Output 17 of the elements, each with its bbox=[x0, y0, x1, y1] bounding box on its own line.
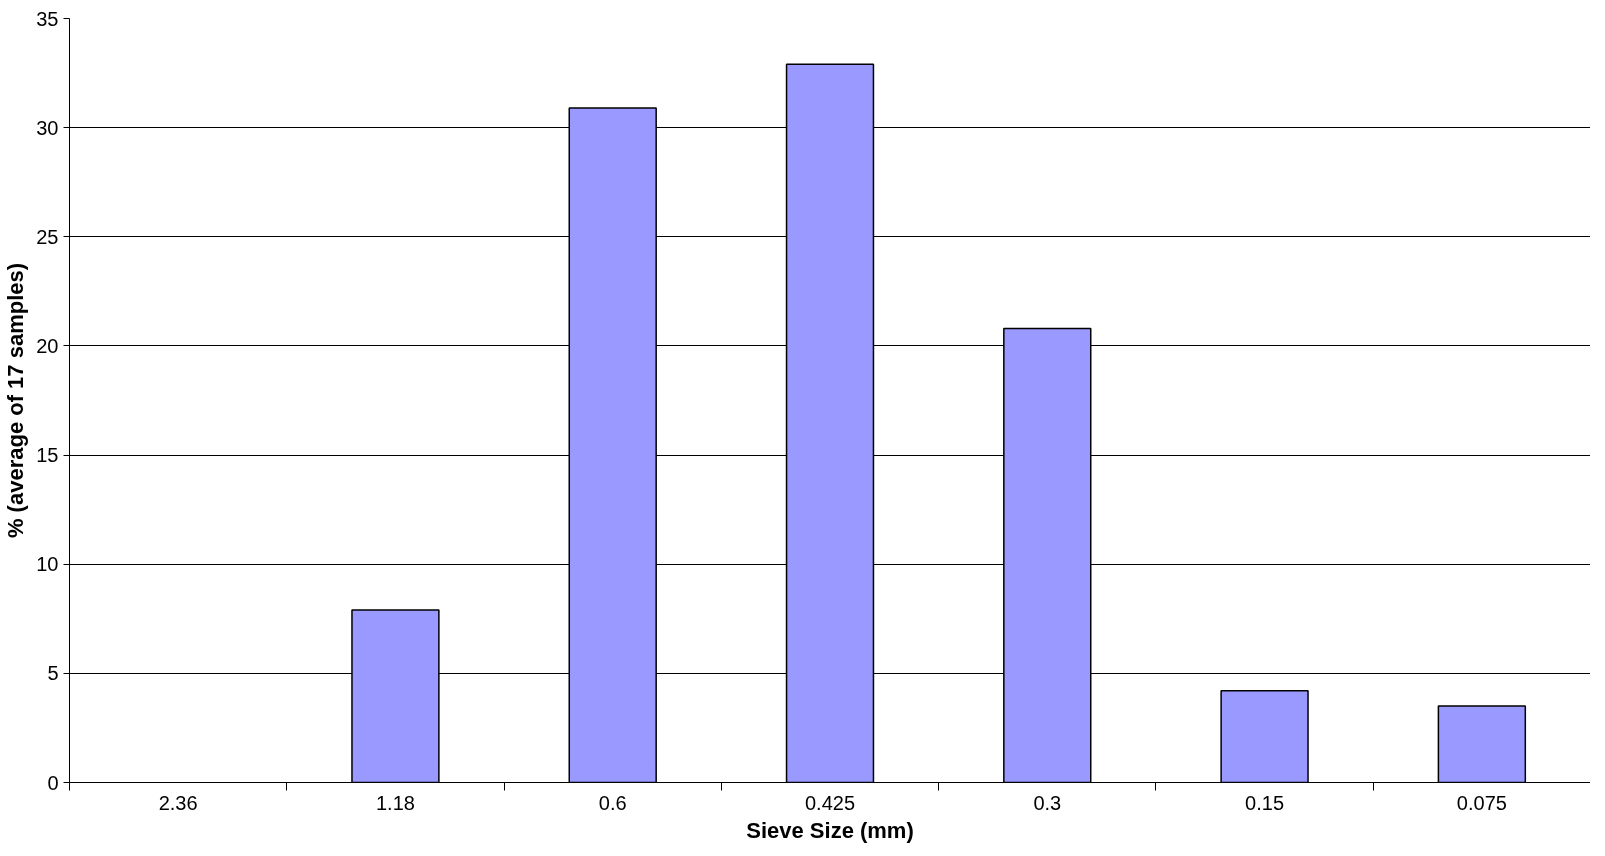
y-tick-label: 15 bbox=[36, 444, 59, 467]
x-tick-label: 1.18 bbox=[375, 791, 415, 814]
y-tick-label: 30 bbox=[36, 116, 59, 139]
y-tick-label: 35 bbox=[36, 7, 59, 30]
x-axis-title: Sieve Size (mm) bbox=[746, 817, 914, 843]
y-tick-label: 20 bbox=[36, 334, 59, 357]
y-tick-label: 5 bbox=[47, 662, 59, 685]
y-axis-title: % (average of 17 samples) bbox=[3, 262, 29, 539]
x-tick-label: 0.075 bbox=[1456, 791, 1507, 814]
x-tick-label: 0.3 bbox=[1033, 791, 1062, 814]
x-tick-label: 0.15 bbox=[1245, 791, 1285, 814]
x-tick-label: 0.425 bbox=[804, 791, 856, 814]
y-tick-label: 25 bbox=[36, 225, 59, 248]
y-tick-label: 10 bbox=[36, 553, 59, 576]
x-tick-label: 0.6 bbox=[598, 791, 627, 814]
x-tick-label: 2.36 bbox=[158, 791, 198, 814]
y-tick-label: 0 bbox=[47, 771, 59, 794]
